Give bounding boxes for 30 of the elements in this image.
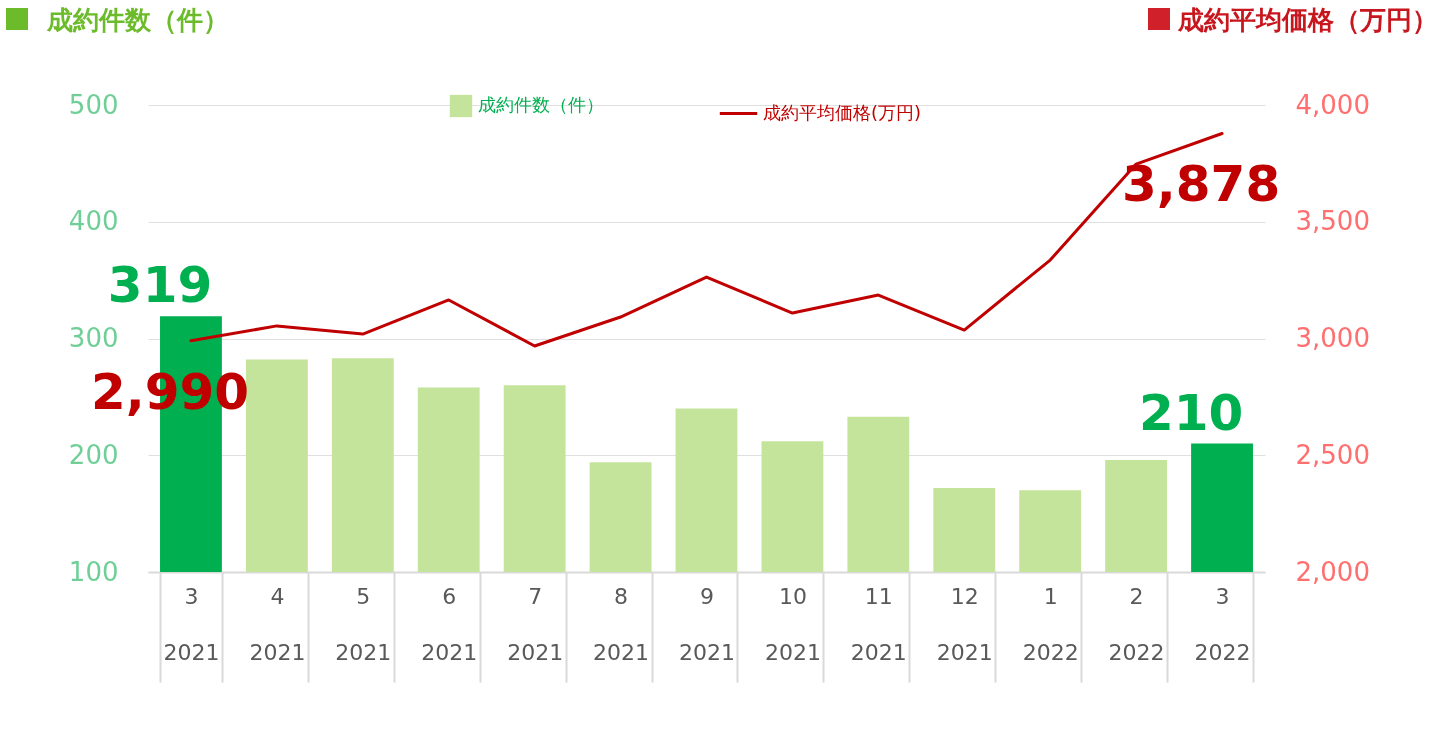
category-label: 11 2021 [850, 583, 907, 665]
category-label: 9 2021 [679, 583, 735, 665]
y-axis-title: 成約件数（件） [45, 4, 229, 35]
y2-tick-label: 2,000 [1295, 556, 1370, 587]
y-tick-label: 300 [68, 323, 119, 353]
category-label: 12 2021 [936, 583, 993, 665]
y2-tick-label: 2,500 [1295, 439, 1370, 470]
category-label: 5 2021 [335, 583, 392, 665]
y-tick-label: 100 [68, 556, 119, 587]
category-label: 2 2022 [1108, 583, 1165, 665]
category-label: 4 2021 [249, 583, 306, 665]
y2-tick-label: 3,500 [1295, 206, 1370, 237]
category-label: 6 2021 [421, 583, 478, 665]
y2-tick-label: 3,000 [1295, 323, 1370, 353]
data-label: 3,878 [1122, 155, 1281, 214]
y2-tick-label: 4,000 [1295, 89, 1370, 120]
y2-axis-title: 成約平均価格（万円） [1176, 4, 1438, 35]
category-label: 3 2022 [1194, 583, 1251, 665]
category-label: 1 2022 [1022, 583, 1079, 665]
y-tick-label: 500 [68, 89, 119, 120]
y-tick-label: 400 [68, 206, 119, 237]
data-label: 319 [107, 256, 213, 315]
data-label: 210 [1138, 383, 1244, 442]
category-label: 8 2021 [593, 583, 650, 665]
legend-label: 成約平均価格(万円) [763, 101, 922, 123]
category-label: 10 2021 [764, 583, 821, 665]
y-tick-label: 200 [68, 439, 119, 470]
category-label: 7 2021 [507, 583, 564, 665]
category-label: 3 2021 [163, 583, 220, 665]
legend-label: 成約件数（件） [478, 94, 604, 115]
